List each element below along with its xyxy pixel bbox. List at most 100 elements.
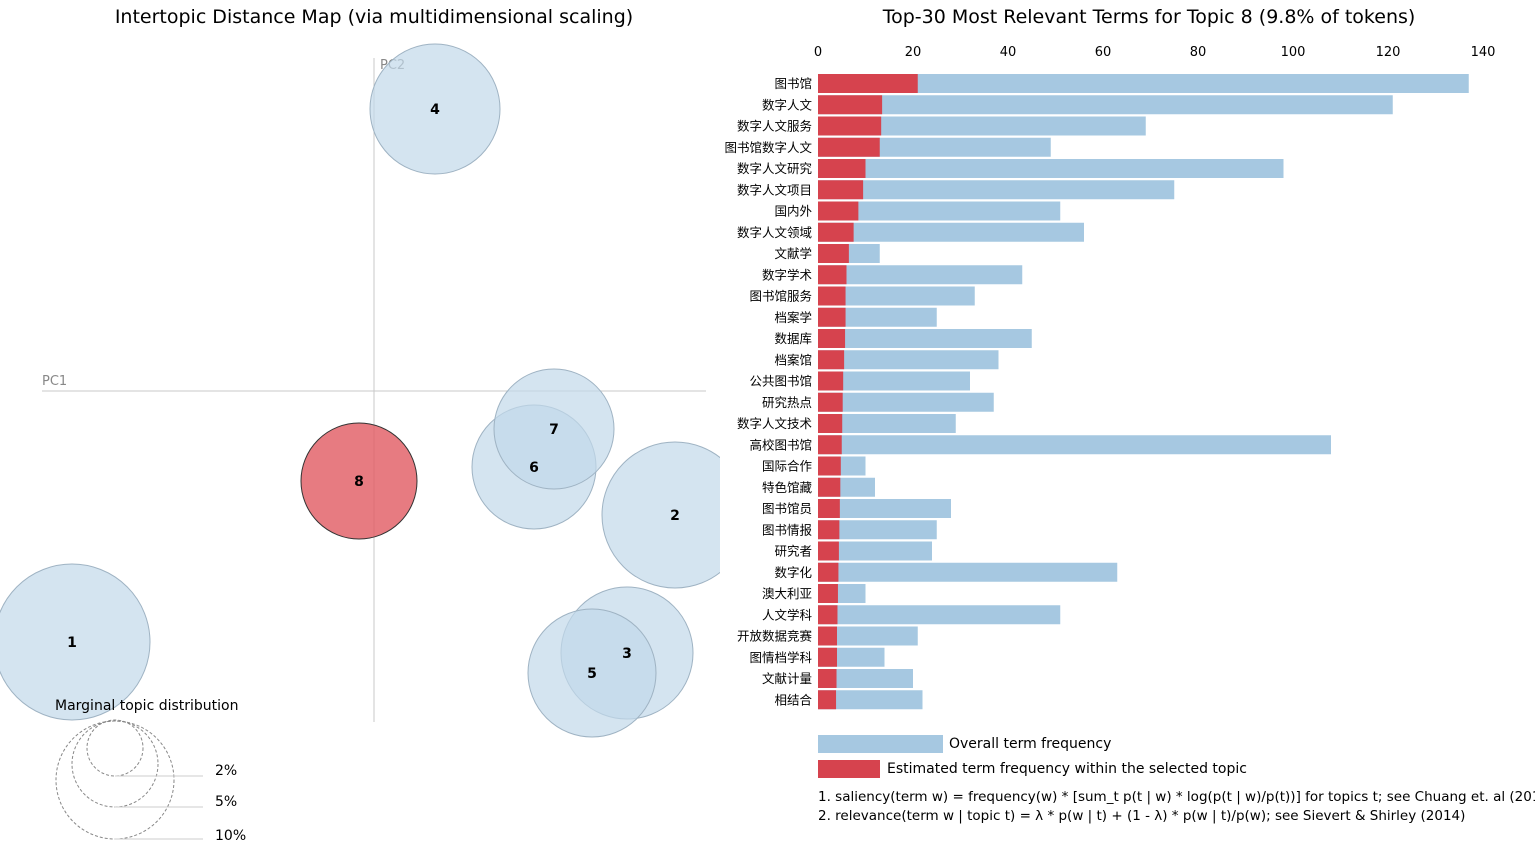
topic-bar-23[interactable] — [818, 562, 839, 582]
term-label-12[interactable]: 数据库 — [774, 331, 812, 346]
topic-bar-28[interactable] — [818, 669, 837, 688]
topic-bar-16[interactable] — [818, 414, 843, 433]
overall-bar-7[interactable] — [818, 222, 1084, 242]
term-label-18[interactable]: 国际合作 — [762, 459, 813, 474]
topic-bar-18[interactable] — [818, 456, 841, 476]
topic-bar-6[interactable] — [818, 201, 859, 221]
topic-bar-0[interactable] — [818, 74, 918, 93]
topic-bar-17[interactable] — [818, 435, 842, 455]
topic-bar-4[interactable] — [818, 159, 866, 178]
overall-bar-9[interactable] — [818, 265, 1023, 285]
overall-bar-22[interactable] — [818, 541, 932, 561]
topic-bar-1[interactable] — [818, 95, 883, 115]
topic-bar-10[interactable] — [818, 286, 846, 306]
topic-bar-27[interactable] — [818, 647, 837, 667]
term-label-19[interactable]: 特色馆藏 — [762, 480, 813, 495]
topic-bubble-label-8[interactable]: 8 — [354, 474, 364, 490]
term-label-22[interactable]: 研究者 — [774, 544, 812, 559]
term-label-11[interactable]: 档案学 — [774, 310, 812, 325]
topic-bar-13[interactable] — [818, 350, 845, 370]
term-label-7[interactable]: 数字人文领域 — [737, 225, 812, 240]
topic-bubble-label-1[interactable]: 1 — [67, 635, 77, 651]
topic-bar-22[interactable] — [818, 541, 839, 561]
overall-bar-0[interactable] — [818, 74, 1469, 93]
topic-bar-24[interactable] — [818, 584, 838, 603]
overall-bar-14[interactable] — [818, 371, 970, 391]
legend-label-topic: Estimated term frequency within the sele… — [887, 761, 1247, 777]
overall-bar-11[interactable] — [818, 307, 937, 327]
topic-bar-8[interactable] — [818, 244, 849, 263]
topic-bar-20[interactable] — [818, 499, 840, 518]
topic-bar-11[interactable] — [818, 307, 846, 327]
term-label-28[interactable]: 文献计量 — [762, 671, 812, 686]
overall-bar-1[interactable] — [818, 95, 1393, 115]
topic-bar-7[interactable] — [818, 222, 854, 242]
topic-bar-9[interactable] — [818, 265, 847, 285]
topic-bar-3[interactable] — [818, 137, 880, 157]
term-label-21[interactable]: 图书情报 — [762, 522, 813, 537]
term-label-3[interactable]: 图书馆数字人文 — [724, 140, 812, 155]
term-label-14[interactable]: 公共图书馆 — [749, 374, 812, 389]
overall-bar-15[interactable] — [818, 392, 994, 412]
topic-bubble-label-3[interactable]: 3 — [622, 646, 632, 662]
topic-bubble-7[interactable] — [493, 368, 615, 490]
topic-bar-14[interactable] — [818, 371, 844, 391]
topic-bubble-5[interactable] — [527, 608, 657, 738]
topic-bar-5[interactable] — [818, 180, 864, 200]
term-label-0[interactable]: 图书馆 — [774, 76, 812, 91]
term-label-29[interactable]: 相结合 — [774, 692, 812, 707]
overall-bar-26[interactable] — [818, 626, 918, 646]
topic-bubble-label-4[interactable]: 4 — [430, 102, 440, 118]
term-label-8[interactable]: 文献学 — [774, 246, 812, 261]
overall-bar-23[interactable] — [818, 562, 1118, 582]
overall-bar-13[interactable] — [818, 350, 999, 370]
topic-bar-12[interactable] — [818, 329, 846, 348]
term-label-25[interactable]: 人文学科 — [762, 607, 813, 622]
term-label-13[interactable]: 档案馆 — [774, 352, 812, 367]
term-label-15[interactable]: 研究热点 — [762, 395, 812, 410]
overall-bar-4[interactable] — [818, 159, 1284, 178]
overall-bar-20[interactable] — [818, 499, 951, 518]
topic-bubble-label-5[interactable]: 5 — [587, 666, 597, 682]
overall-bar-6[interactable] — [818, 201, 1061, 221]
overall-bar-25[interactable] — [818, 605, 1061, 625]
term-label-2[interactable]: 数字人文服务 — [737, 119, 812, 134]
term-label-1[interactable]: 数字人文 — [762, 97, 813, 112]
term-label-5[interactable]: 数字人文项目 — [737, 182, 812, 197]
term-label-10[interactable]: 图书馆服务 — [749, 289, 812, 304]
topic-bar-29[interactable] — [818, 690, 837, 710]
term-label-17[interactable]: 高校图书馆 — [749, 437, 812, 452]
topic-bubble-4[interactable] — [369, 43, 501, 175]
overall-bar-16[interactable] — [818, 414, 956, 433]
overall-bar-29[interactable] — [818, 690, 923, 710]
topic-bar-26[interactable] — [818, 626, 837, 646]
topic-bubble-label-6[interactable]: 6 — [529, 460, 539, 476]
term-label-4[interactable]: 数字人文研究 — [737, 161, 813, 176]
term-label-9[interactable]: 数字学术 — [762, 267, 813, 282]
topic-bar-21[interactable] — [818, 520, 840, 540]
topic-bar-15[interactable] — [818, 392, 843, 412]
term-label-24[interactable]: 澳大利亚 — [762, 586, 812, 601]
topic-bubble-label-2[interactable]: 2 — [670, 508, 680, 524]
term-label-16[interactable]: 数字人文技术 — [737, 416, 813, 431]
overall-bar-2[interactable] — [818, 116, 1146, 136]
topic-bubbles[interactable]: 1 2 3 4 5 6 7 8 — [0, 43, 749, 738]
term-label-20[interactable]: 图书馆员 — [762, 501, 812, 516]
topic-bar-25[interactable] — [818, 605, 838, 625]
term-label-23[interactable]: 数字化 — [774, 565, 812, 580]
overall-bar-17[interactable] — [818, 435, 1331, 455]
overall-bar-5[interactable] — [818, 180, 1175, 200]
topic-bubble-8[interactable] — [300, 422, 418, 540]
term-label-6[interactable]: 国内外 — [774, 204, 812, 219]
topic-bubble-1[interactable] — [0, 563, 151, 721]
term-label-26[interactable]: 开放数据竞赛 — [737, 629, 813, 644]
overall-bar-21[interactable] — [818, 520, 937, 540]
topic-bubble-label-7[interactable]: 7 — [549, 422, 559, 438]
overall-bar-28[interactable] — [818, 669, 913, 688]
topic-bar-19[interactable] — [818, 477, 841, 497]
barchart-bars[interactable]: 图书馆数字人文数字人文服务图书馆数字人文数字人文研究数字人文项目国内外数字人文领… — [724, 74, 1469, 710]
overall-bar-12[interactable] — [818, 329, 1032, 348]
term-label-27[interactable]: 图情档学科 — [749, 650, 812, 665]
overall-bar-10[interactable] — [818, 286, 975, 306]
topic-bar-2[interactable] — [818, 116, 882, 136]
